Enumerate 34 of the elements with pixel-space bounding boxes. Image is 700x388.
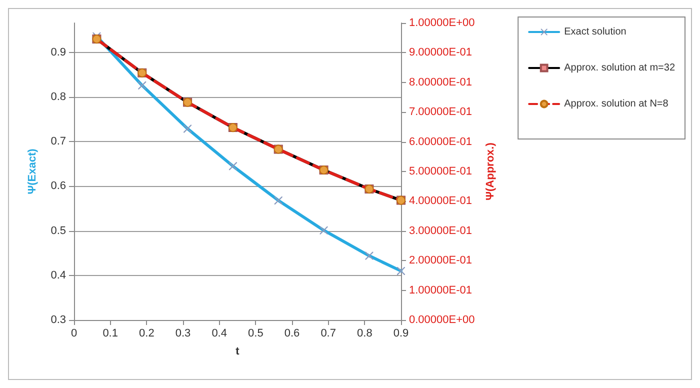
x-tick-label: 0.9: [393, 328, 409, 340]
y-tick-label: 0.6: [50, 180, 66, 192]
y2-tick-label: 1.00000E-01: [409, 284, 472, 296]
y-tick-label: 0.8: [50, 91, 66, 104]
y2-tick-label: 9.00000E-01: [409, 46, 472, 59]
x-tick-label: 0.8: [357, 328, 372, 340]
y2-tick-label: 4.00000E-01: [409, 195, 472, 208]
x-tick-label: 0.6: [284, 328, 300, 340]
x-tick-label: 0.3: [175, 328, 191, 340]
legend-label: Exact solution: [564, 26, 626, 38]
x-tick-label: 0.1: [102, 328, 118, 340]
x-axis-title: t: [236, 346, 240, 358]
y2-tick-label: 6.00000E-01: [409, 136, 472, 148]
y2-tick-label: 0.00000E+00: [409, 314, 475, 326]
y-tick-label: 0.4: [50, 269, 66, 282]
x-tick-label: 0.4: [212, 328, 227, 340]
x-tick-label: 0.5: [248, 328, 264, 340]
y2-tick-label: 5.00000E-01: [409, 166, 472, 178]
y-axis-title: Ψ(Exact): [26, 148, 38, 194]
y2-tick-label: 7.00000E-01: [409, 106, 472, 118]
y2-tick-label: 8.00000E-01: [409, 76, 472, 88]
y2-axis-title: Ψ(Approx.): [484, 142, 496, 200]
y2-tick-label: 2.00000E-01: [409, 254, 472, 267]
y2-tick-label: 1.00000E+00: [409, 17, 475, 29]
legend-label: Approx. solution at m=32: [564, 62, 676, 74]
y2-tick-label: 3.00000E-01: [409, 224, 472, 237]
y-tick-label: 0.5: [50, 224, 66, 237]
y-tick-label: 0.9: [50, 46, 66, 58]
x-tick-label: 0.7: [320, 328, 336, 340]
x-tick-label: 0.2: [139, 328, 154, 340]
x-tick-label: 0: [70, 328, 78, 340]
y-tick-label: 0.7: [50, 136, 66, 148]
legend-label: Approx. solution at N=8: [564, 98, 669, 110]
y-tick-label: 0.3: [50, 314, 66, 326]
